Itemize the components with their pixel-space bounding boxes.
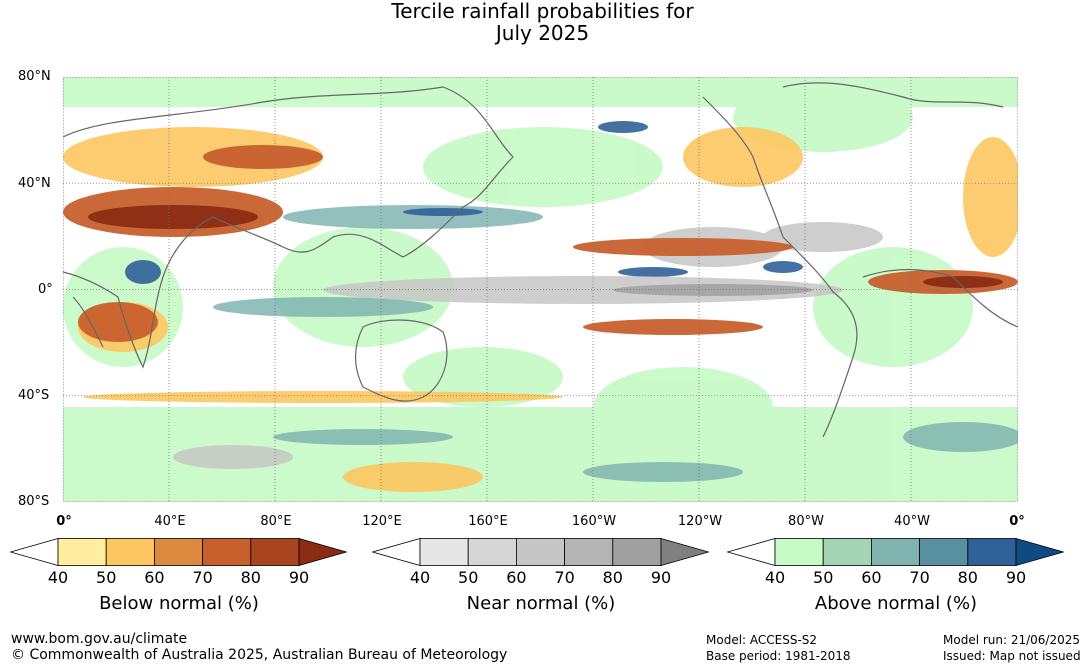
above-normal-color-box-4 (919, 538, 969, 566)
above-normal-upper-arrow (1015, 537, 1065, 567)
map-title-line1: Tercile rainfall probabilities for (391, 0, 694, 23)
above-normal-tick-40: 40 (764, 568, 786, 587)
above-normal-tick-80: 80 (957, 568, 978, 587)
near-normal-color-box-4 (564, 538, 614, 566)
below-normal-tick-70: 70 (192, 568, 213, 587)
lon-label-0: 0° (56, 514, 72, 529)
lat-label-0: 0° (38, 282, 53, 297)
near-normal-upper-arrow (660, 537, 710, 567)
below-normal-tick-90: 90 (288, 568, 310, 587)
model-text: Model: ACCESS-S2 (706, 633, 818, 647)
below-normal-colorbar-svg (9, 537, 348, 567)
near-normal-color-box-3 (515, 538, 565, 566)
lon-label-160w: 160°W (571, 514, 617, 529)
lon-label-80w: 80°W (788, 514, 824, 529)
below-normal-tick-40: 40 (47, 568, 69, 587)
near-normal-tick-50: 50 (458, 568, 479, 587)
above-normal-tick-90: 90 (1005, 568, 1027, 587)
lon-label-0-east: 0° (1009, 514, 1025, 529)
below-normal-color-box-2 (105, 538, 155, 566)
below-normal-tick-50: 50 (96, 568, 117, 587)
near-normal-label: Near normal (%) (466, 593, 616, 614)
above-normal-tick-50: 50 (813, 568, 834, 587)
below-normal-strongest (88, 205, 1003, 288)
graticule (63, 77, 1018, 502)
near-normal-color-box-5 (612, 538, 662, 566)
above-normal-color-box-1 (774, 538, 824, 566)
lat-label-80n: 80°N (18, 69, 51, 84)
coastlines (63, 82, 1018, 438)
near-normal-lower-arrow (371, 537, 421, 567)
above-normal-colorbar-svg (726, 537, 1065, 567)
above-normal-colorbar (726, 537, 1065, 570)
near-normal-tick-40: 40 (409, 568, 431, 587)
lon-label-120w: 120°W (677, 514, 723, 529)
near-normal-tick-90: 90 (650, 568, 672, 587)
below-normal-color-box-5 (250, 538, 300, 566)
below-normal-lower-arrow (9, 537, 59, 567)
near-normal-colorbar-svg (371, 537, 710, 567)
base-period-text: Base period: 1981-2018 (706, 649, 851, 663)
below-normal-areas (63, 127, 1018, 492)
issued-text: Issued: Map not issued (943, 649, 1081, 663)
near-normal-strong (613, 284, 813, 296)
above-normal-color-box-3 (870, 538, 920, 566)
lat-label-80s: 80°S (18, 494, 50, 509)
above-normal-color-box-2 (822, 538, 872, 566)
above-normal-label: Above normal (%) (814, 593, 978, 614)
below-normal-upper-arrow (298, 537, 348, 567)
below-normal-color-box-4 (202, 538, 252, 566)
model-run-text: Model run: 21/06/2025 (943, 633, 1081, 647)
near-normal-tick-70: 70 (554, 568, 575, 587)
lon-label-40w: 40°W (894, 514, 930, 529)
below-normal-label: Below normal (%) (99, 593, 259, 614)
near-normal-colorbar (371, 537, 710, 570)
lat-label-40n: 40°N (18, 176, 51, 191)
above-normal-lower-arrow (726, 537, 776, 567)
above-normal-tick-70: 70 (909, 568, 930, 587)
lon-label-40e: 40°E (154, 514, 186, 529)
near-normal-tick-60: 60 (506, 568, 527, 587)
website-text: www.bom.gov.au/climate (11, 631, 188, 647)
near-normal-color-box-1 (419, 538, 469, 566)
above-normal-tick-60: 60 (861, 568, 882, 587)
map-title-line2: July 2025 (495, 21, 590, 45)
lon-label-80e: 80°E (260, 514, 292, 529)
near-normal-tick-80: 80 (602, 568, 623, 587)
lon-label-120e: 120°E (362, 514, 402, 529)
below-normal-color-box-1 (57, 538, 107, 566)
lon-label-160e: 160°E (468, 514, 508, 529)
near-normal-color-box-2 (467, 538, 517, 566)
below-normal-tick-80: 80 (240, 568, 261, 587)
copyright-text: © Commonwealth of Australia 2025, Austra… (11, 647, 508, 663)
lat-label-40s: 40°S (18, 388, 50, 403)
below-normal-tick-60: 60 (144, 568, 165, 587)
above-normal-color-box-5 (967, 538, 1017, 566)
above-normal-strongest (125, 121, 803, 284)
rainfall-probability-map (63, 77, 1018, 502)
below-normal-color-box-3 (153, 538, 203, 566)
below-normal-colorbar (9, 537, 348, 570)
